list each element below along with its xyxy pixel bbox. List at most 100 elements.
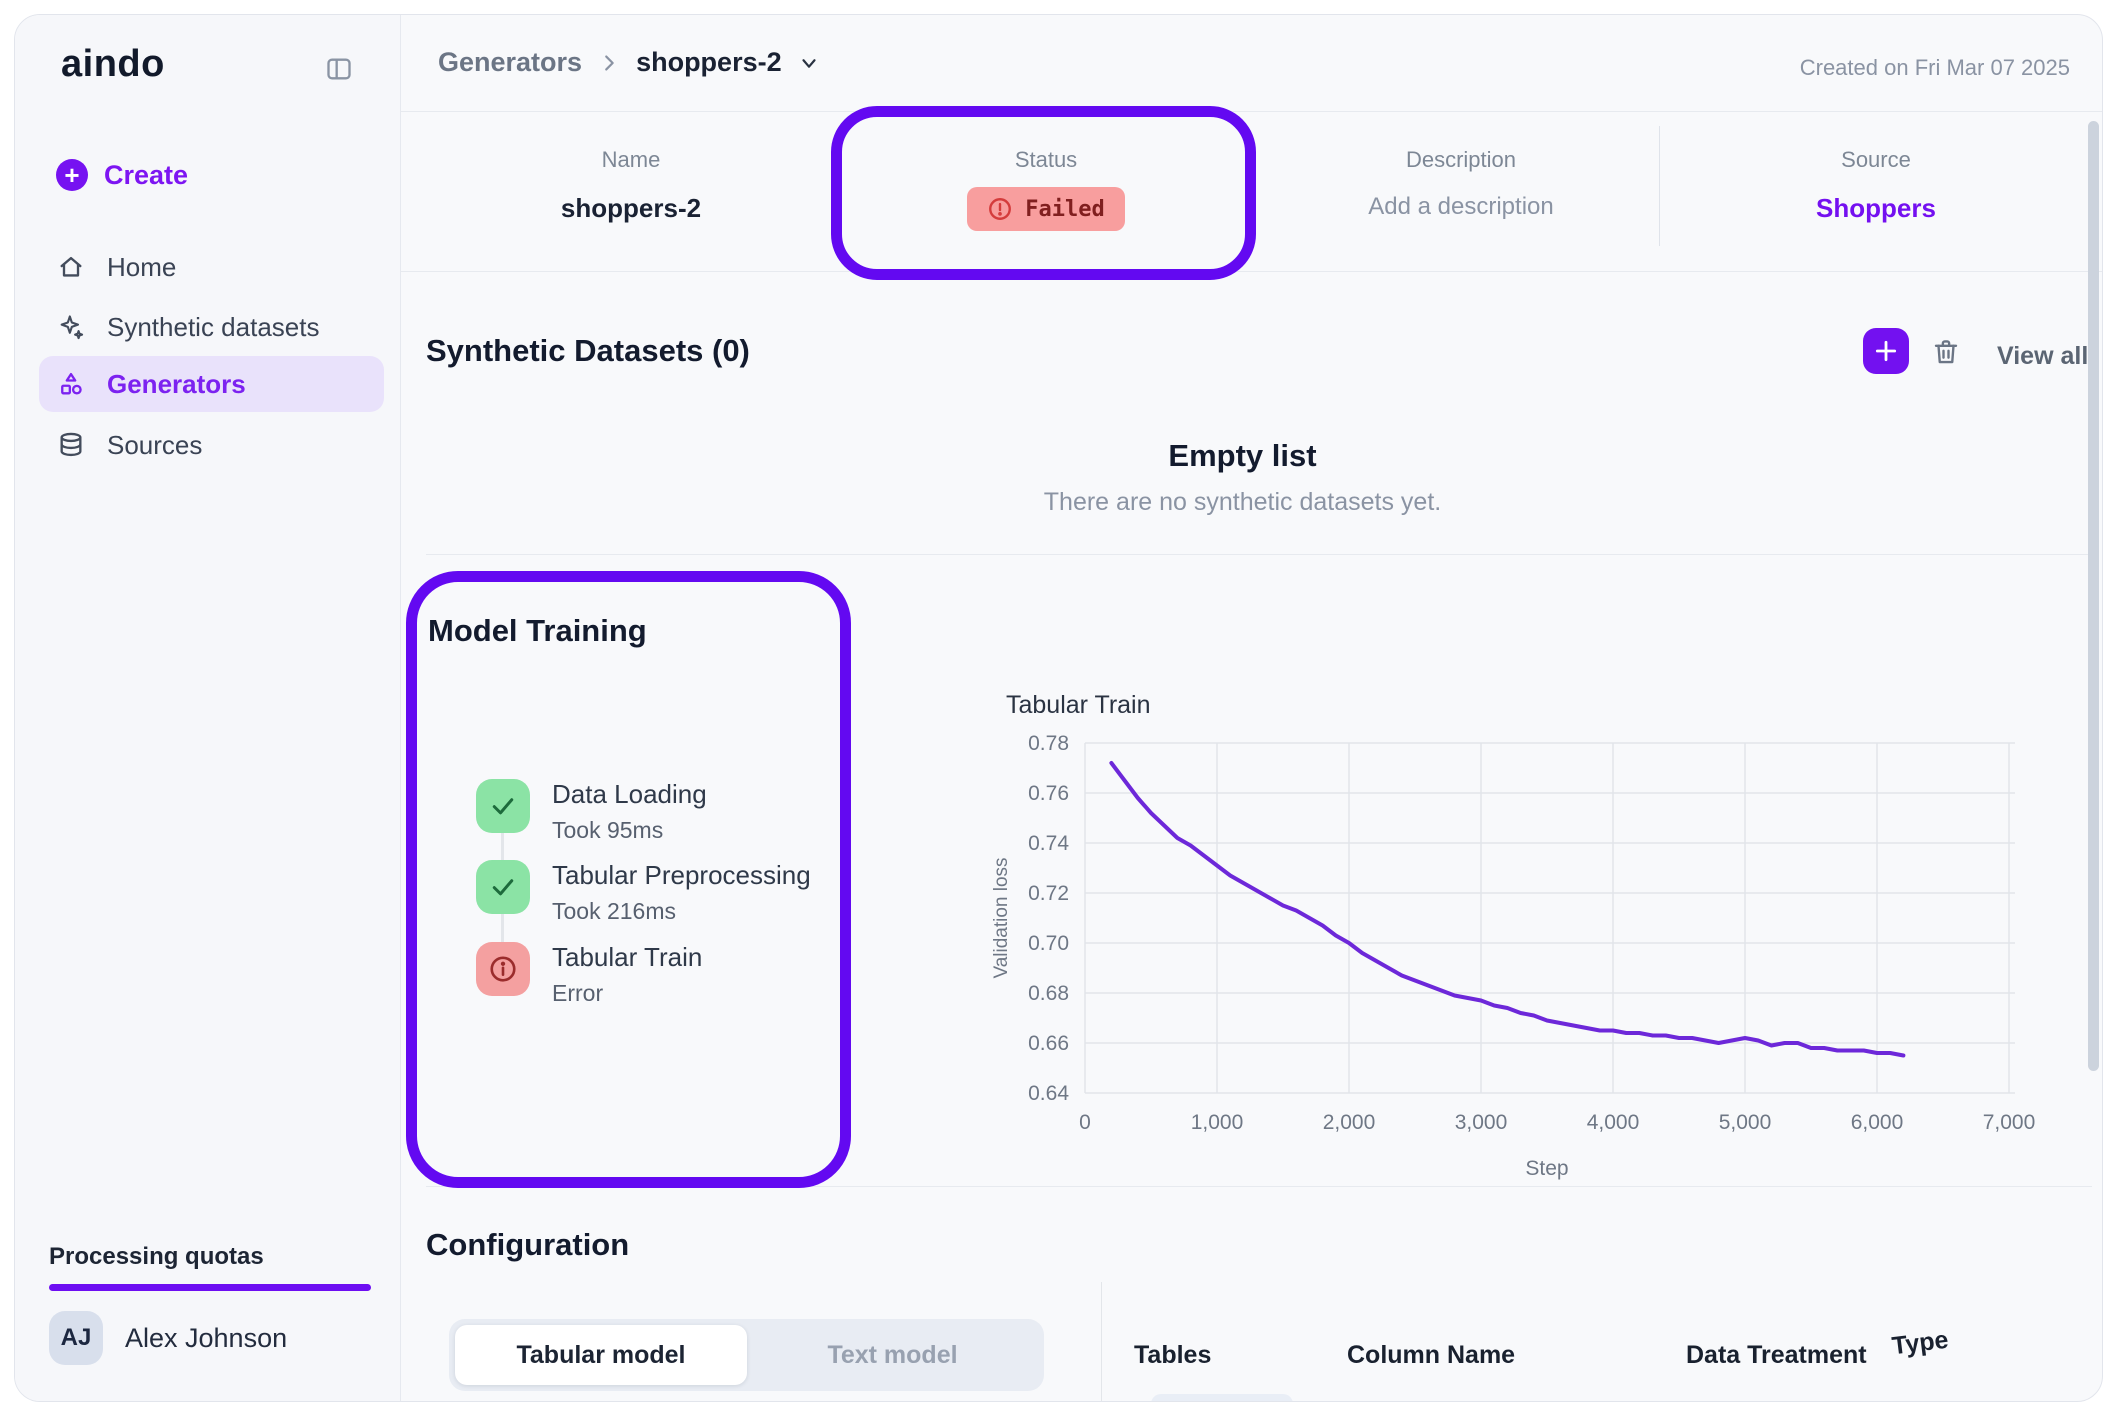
create-button[interactable]: + Create [56,159,188,191]
source-label: Source [1841,147,1911,172]
step-label: Tabular Train [552,942,703,972]
processing-quota-bar [49,1284,371,1291]
configuration-title: Configuration [426,1227,630,1262]
sidebar-item-label: Home [107,251,177,282]
breadcrumb-generators[interactable]: Generators [438,47,583,77]
step-label: Tabular Preprocessing [552,860,811,890]
sidebar-item-sources[interactable]: Sources [39,417,384,473]
step-detail: Error [552,980,604,1006]
sidebar-item-label: Sources [107,429,203,460]
empty-list-title: Empty list [1168,438,1317,473]
table-chip[interactable] [1151,1394,1293,1401]
sidebar-item-synthetic-datasets[interactable]: Synthetic datasets [39,299,384,355]
breadcrumb-current: shoppers-2 [636,47,782,77]
user-menu[interactable]: AJ Alex Johnson [49,1311,287,1365]
tab-text-model[interactable]: Text model [827,1340,958,1369]
training-step-tabular-preprocessing: Tabular Preprocessing Took 216ms [476,860,811,925]
svg-text:0.76: 0.76 [1028,782,1069,805]
column-header-column-name: Column Name [1347,1341,1516,1369]
svg-text:0: 0 [1079,1111,1091,1134]
svg-text:5,000: 5,000 [1719,1111,1772,1134]
info-status-column: Status Failed [846,111,1246,271]
sidebar-item-label: Generators [107,368,246,399]
status-badge: Failed [967,187,1125,231]
chart-title: Tabular Train [1006,691,1151,719]
model-tabs: Tabular model Text model [449,1319,1044,1391]
sidebar: aindo + Create Home [15,15,401,1401]
svg-text:0.68: 0.68 [1028,982,1069,1005]
info-column-divider [1659,126,1660,246]
delete-icon[interactable] [1931,337,1961,367]
create-label: Create [104,159,189,190]
info-description-column: Description Add a description [1261,111,1661,271]
training-step-data-loading: Data Loading Took 95ms [476,779,707,844]
add-dataset-button[interactable] [1863,328,1909,374]
svg-text:1,000: 1,000 [1191,1111,1244,1134]
svg-text:2,000: 2,000 [1323,1111,1376,1134]
step-label: Data Loading [552,779,707,809]
section-divider [426,554,2092,555]
svg-text:6,000: 6,000 [1851,1111,1904,1134]
model-training-title: Model Training [428,613,647,648]
sidebar-item-home[interactable]: Home [39,239,384,295]
scrollbar-thumb[interactable] [2088,121,2099,1071]
column-header-tables: Tables [1134,1341,1212,1369]
sparkles-icon [60,315,84,340]
processing-quotas-label: Processing quotas [49,1243,264,1270]
check-icon [476,779,530,833]
svg-text:0.74: 0.74 [1028,832,1069,855]
status-badge-text: Failed [1025,196,1105,222]
svg-text:0.72: 0.72 [1028,882,1069,905]
description-placeholder[interactable]: Add a description [1368,193,1554,220]
avatar: AJ [49,1311,103,1365]
main-content: Generators shoppers-2 Created on Fri Mar… [401,15,2102,1401]
name-label: Name [601,147,661,172]
shapes-icon [61,372,82,395]
svg-text:0.64: 0.64 [1028,1082,1069,1105]
plus-icon [1875,340,1897,362]
info-name-column: Name shoppers-2 [431,111,831,271]
check-icon [476,860,530,914]
user-name: Alex Johnson [125,1322,288,1353]
created-on-date: Created on Fri Mar 07 2025 [1799,55,2070,80]
chevron-right-icon [605,54,614,71]
chevron-down-icon[interactable] [798,52,820,74]
configuration-divider [1101,1282,1102,1401]
error-info-icon [476,942,530,996]
tab-tabular-model[interactable]: Tabular model [455,1325,747,1385]
breadcrumb: Generators shoppers-2 [438,47,820,78]
step-detail: Took 216ms [552,898,677,924]
sidebar-item-generators[interactable]: Generators [39,356,384,412]
svg-text:4,000: 4,000 [1587,1111,1640,1134]
section-divider [426,1186,2092,1187]
source-link[interactable]: Shoppers [1816,193,1936,223]
column-header-data-treatment: Data Treatment [1686,1341,1867,1369]
validation-loss-chart: 0.64 0.66 0.68 0.70 0.72 0.74 0.76 0.78 0 1,000 2,… [991,732,2035,1180]
name-value: shoppers-2 [560,193,702,223]
status-label: Status [1014,147,1078,172]
svg-text:Step: Step [1525,1157,1568,1180]
alert-circle-icon [989,198,1012,220]
description-label: Description [1405,147,1517,172]
info-source-column: Source Shoppers [1676,111,2076,271]
sidebar-collapse-icon[interactable] [325,55,353,83]
empty-list-subtitle: There are no synthetic datasets yet. [1043,488,1442,516]
svg-text:Validation loss: Validation loss [991,857,1012,978]
plus-circle-icon: + [56,159,88,191]
svg-text:0.66: 0.66 [1028,1032,1069,1055]
svg-text:0.78: 0.78 [1028,732,1069,755]
training-step-tabular-train: Tabular Train Error [476,942,702,1007]
step-detail: Took 95ms [552,817,664,843]
svg-text:3,000: 3,000 [1455,1111,1508,1134]
view-all-link[interactable]: View all [1997,342,2089,370]
database-icon [60,432,82,457]
info-row-divider [401,271,2102,272]
synthetic-datasets-title: Synthetic Datasets (0) [426,333,750,368]
column-header-type: Type [1890,1325,1950,1361]
home-icon [60,256,82,277]
app-window: aindo + Create Home [14,14,2103,1402]
sidebar-item-label: Synthetic datasets [107,311,320,342]
aindo-logo: aindo [61,43,165,85]
svg-text:0.70: 0.70 [1028,932,1069,955]
